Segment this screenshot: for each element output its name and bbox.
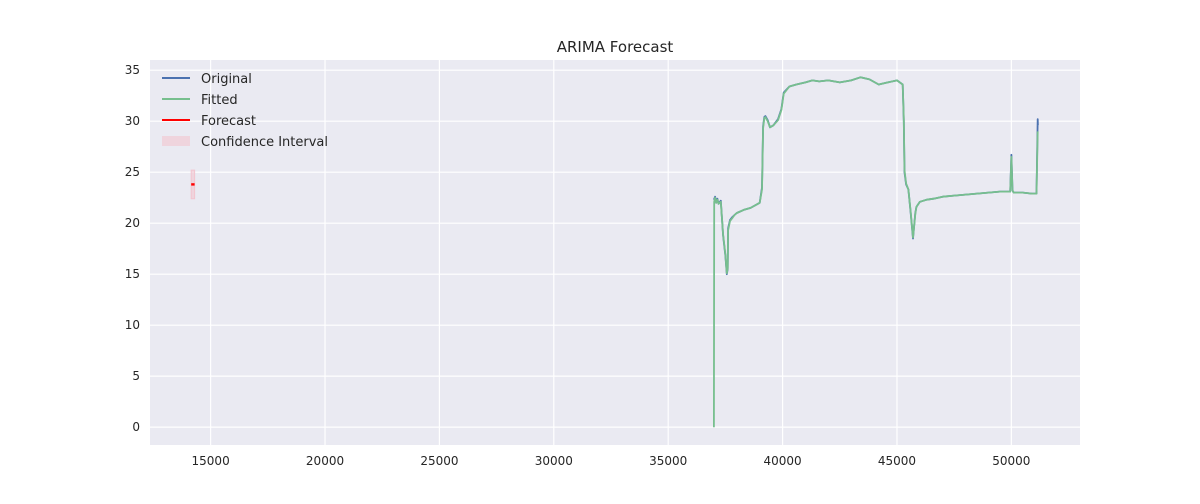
y-tick-label: 0 bbox=[132, 420, 140, 434]
legend-label-confidence-interval: Confidence Interval bbox=[201, 135, 328, 150]
x-tick-label: 40000 bbox=[763, 454, 801, 468]
y-tick-label: 30 bbox=[125, 114, 140, 128]
y-tick-label: 20 bbox=[125, 216, 140, 230]
legend-label-forecast: Forecast bbox=[201, 114, 256, 129]
legend-label-original: Original bbox=[201, 72, 252, 87]
y-tick-label: 15 bbox=[125, 267, 140, 281]
x-tick-label: 25000 bbox=[420, 454, 458, 468]
x-tick-label: 35000 bbox=[649, 454, 687, 468]
y-tick-label: 5 bbox=[132, 369, 140, 383]
x-tick-label: 45000 bbox=[878, 454, 916, 468]
x-tick-label: 50000 bbox=[992, 454, 1030, 468]
legend-swatch-confidence-interval bbox=[162, 136, 190, 146]
y-tick-labels: 0 5 10 15 20 25 30 35 bbox=[125, 63, 140, 434]
x-tick-labels: 15000 20000 25000 30000 35000 40000 45000 50000 bbox=[192, 454, 1031, 468]
x-tick-label: 15000 bbox=[192, 454, 230, 468]
y-tick-label: 35 bbox=[125, 63, 140, 77]
grid-lines bbox=[150, 60, 1080, 445]
series-layer bbox=[191, 76, 1039, 428]
y-tick-label: 25 bbox=[125, 165, 140, 179]
plot-background bbox=[150, 60, 1080, 445]
legend-label-fitted: Fitted bbox=[201, 93, 238, 108]
y-tick-label: 10 bbox=[125, 318, 140, 332]
fitted-series-line bbox=[713, 76, 1039, 428]
chart-title: ARIMA Forecast bbox=[557, 38, 674, 56]
legend: Original Fitted Forecast Confidence Interva… bbox=[162, 72, 328, 150]
x-tick-label: 30000 bbox=[535, 454, 573, 468]
x-tick-label: 20000 bbox=[306, 454, 344, 468]
